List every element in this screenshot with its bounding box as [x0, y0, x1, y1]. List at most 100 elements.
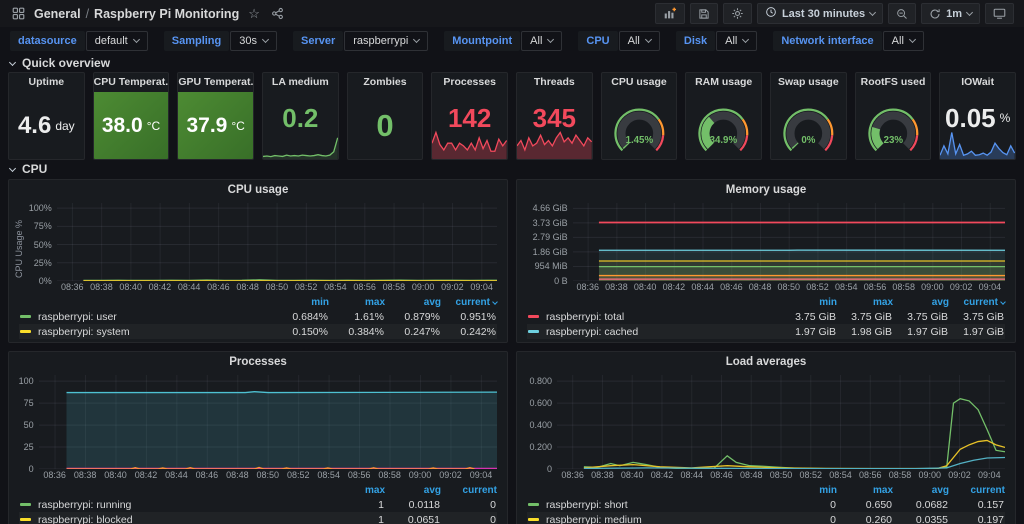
variable-value-dropdown[interactable]: 30s: [230, 31, 277, 51]
variables-bar: datasource default Sampling 30s Server raspbe…: [0, 27, 1024, 54]
legend-sort-current[interactable]: current: [462, 485, 497, 496]
plot-area[interactable]: [39, 375, 497, 469]
panel-title[interactable]: Zombies: [363, 76, 407, 88]
legend-value: 1.98 GiB: [851, 325, 892, 338]
legend-sort-min[interactable]: min: [819, 297, 837, 308]
panel-title[interactable]: Memory usage: [725, 184, 807, 196]
y-tick-label: 0%: [38, 276, 52, 286]
variable-mountpoint: Mountpoint All: [444, 31, 563, 51]
legend-value: 0.242%: [460, 325, 496, 338]
legend-sort-max[interactable]: max: [872, 297, 893, 308]
variable-value-dropdown[interactable]: All: [882, 31, 924, 51]
plot-area[interactable]: [573, 203, 1005, 281]
panel-title[interactable]: Threads: [533, 76, 575, 88]
legend-header: min max avg current: [527, 484, 1005, 497]
star-icon[interactable]: ☆: [248, 5, 260, 21]
share-icon[interactable]: [269, 7, 286, 20]
add-panel-button[interactable]: [654, 3, 685, 24]
panel-title[interactable]: GPU Temperat...: [178, 76, 253, 88]
panel-title[interactable]: LA medium: [271, 76, 329, 88]
legend-sort-avg[interactable]: avg: [423, 485, 441, 496]
legend-series-label[interactable]: raspberrypi: cached: [546, 325, 639, 338]
panel-title[interactable]: CPU usage: [611, 76, 667, 88]
variable-value-dropdown[interactable]: raspberrypi: [344, 31, 429, 51]
legend-series-swatch[interactable]: [20, 315, 31, 318]
panel-title[interactable]: RAM usage: [695, 76, 753, 88]
variable-value-dropdown[interactable]: All: [618, 31, 660, 51]
legend-sort-max[interactable]: max: [364, 485, 385, 496]
variable-value-dropdown[interactable]: All: [521, 31, 563, 51]
legend-series-label[interactable]: raspberrypi: total: [546, 310, 625, 323]
legend-series-swatch[interactable]: [528, 315, 539, 318]
refresh-button[interactable]: 1m: [921, 3, 980, 24]
legend-series-swatch[interactable]: [528, 503, 539, 506]
legend-sort-avg[interactable]: avg: [931, 297, 949, 308]
plot-area[interactable]: [57, 203, 497, 281]
y-tick-label: 100: [18, 376, 34, 387]
variable-value-dropdown[interactable]: default: [85, 31, 148, 51]
legend-series-label[interactable]: raspberrypi: medium: [546, 513, 642, 524]
legend-series-swatch[interactable]: [528, 330, 539, 333]
dashboard-settings-button[interactable]: [722, 3, 752, 24]
stat-unit: %: [999, 110, 1011, 125]
x-tick-label: 08:50: [265, 282, 289, 292]
legend-rows: raspberrypi: short 0 0.650 0.0682 0.157 raspb…: [527, 497, 1005, 524]
legend-value: 0.260: [865, 513, 892, 524]
legend-series-label[interactable]: raspberrypi: short: [546, 498, 628, 511]
legend-value: 0.684%: [292, 310, 328, 323]
panel-title[interactable]: Uptime: [28, 76, 65, 88]
panel-title[interactable]: RootFS used: [860, 76, 926, 88]
plot-area[interactable]: [557, 375, 1005, 469]
legend-sort-max[interactable]: max: [872, 485, 893, 496]
legend-sort-min[interactable]: min: [819, 485, 837, 496]
stat-unit: °C: [146, 118, 161, 133]
x-tick-label: 08:44: [691, 282, 714, 292]
refresh-interval-label[interactable]: 1m: [946, 7, 962, 20]
x-axis: 08:36 08:38 08:40 08:42 08:44 08:46 08:48 08:50…: [521, 281, 1005, 295]
time-range-picker[interactable]: Last 30 minutes: [756, 3, 884, 24]
panel-title[interactable]: Processes: [443, 76, 496, 88]
legend: min max avg current raspberrypi: short 0 0.650…: [517, 483, 1015, 524]
stat-value-group: 142: [432, 92, 507, 143]
legend-series-label[interactable]: raspberrypi: system: [38, 325, 130, 338]
variable-selected-value: raspberrypi: [353, 35, 409, 47]
breadcrumb-folder[interactable]: General: [34, 6, 81, 21]
legend-sort-avg[interactable]: avg: [423, 297, 441, 308]
panel-title[interactable]: Load averages: [725, 356, 807, 368]
legend-sort-current[interactable]: current: [970, 485, 1005, 496]
legend-series-label[interactable]: raspberrypi: running: [38, 498, 132, 511]
panel-title[interactable]: Swap usage: [777, 76, 839, 88]
row-header-cpu[interactable]: CPU: [0, 160, 1024, 177]
y-axis-labels: 0 25 50 75 100: [13, 375, 39, 474]
legend-series-label[interactable]: raspberrypi: user: [38, 310, 117, 323]
legend-sort-current[interactable]: current: [949, 297, 1006, 308]
dashboards-grid-icon[interactable]: [10, 7, 27, 20]
panel-title[interactable]: IOWait: [961, 76, 995, 88]
panel-title[interactable]: CPU usage: [227, 184, 289, 196]
legend-series-swatch[interactable]: [20, 330, 31, 333]
x-axis-labels: 08:36 08:38 08:40 08:42 08:44 08:46 08:48 08:50…: [57, 281, 497, 295]
panel-title[interactable]: Processes: [229, 356, 287, 368]
legend-series-swatch[interactable]: [20, 518, 31, 521]
cpu-row: CPU usage CPU Usage % 0% 25% 50% 75% 100% 08:36…: [8, 179, 1016, 524]
stat-value-group: 345: [517, 92, 592, 143]
tv-kiosk-button[interactable]: [985, 3, 1014, 24]
legend-series-swatch[interactable]: [528, 518, 539, 521]
sparkline: [516, 129, 592, 159]
panel-title[interactable]: CPU Temperat...: [93, 76, 169, 88]
stat-unit: °C: [231, 118, 245, 133]
save-dashboard-button[interactable]: [689, 3, 718, 24]
row-header-quick-overview[interactable]: Quick overview: [0, 54, 1024, 71]
legend-sort-min[interactable]: min: [311, 297, 329, 308]
legend-sort-current[interactable]: current: [441, 297, 498, 308]
x-tick-label: 08:50: [256, 470, 280, 480]
zoom-out-time-button[interactable]: [888, 3, 917, 24]
variable-value-dropdown[interactable]: All: [716, 31, 758, 51]
legend-series-label[interactable]: raspberrypi: blocked: [38, 513, 133, 524]
legend-value: 1.97 GiB: [795, 325, 836, 338]
chart-panel-load-averages: Load averages 0 0.200 0.400 0.600 0.800 08:36 0…: [516, 351, 1016, 524]
legend-sort-avg[interactable]: avg: [931, 485, 949, 496]
legend-sort-max[interactable]: max: [364, 297, 385, 308]
x-tick-label: 09:02: [439, 470, 462, 480]
legend-series-swatch[interactable]: [20, 503, 31, 506]
